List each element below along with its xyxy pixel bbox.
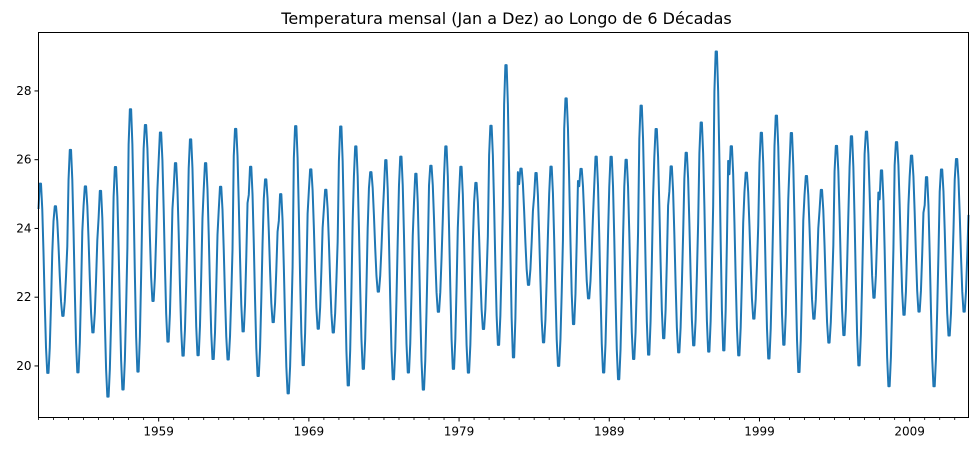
y-tick-label: 26 xyxy=(16,153,31,167)
x-axis: 1959 1969 1979 1989 1999 2009 xyxy=(38,417,956,439)
x-tick-label: 2009 xyxy=(894,425,925,439)
x-tick-label: 1969 xyxy=(294,425,325,439)
x-tick-label: 1959 xyxy=(143,425,174,439)
y-tick-label: 28 xyxy=(16,84,31,98)
x-tick-label: 1979 xyxy=(444,425,475,439)
x-tick-label: 1989 xyxy=(594,425,625,439)
x-tick-label: 1999 xyxy=(744,425,775,439)
chart-title: Temperatura mensal (Jan a Dez) ao Longo … xyxy=(280,9,731,28)
series-layer xyxy=(37,50,970,398)
y-tick-label: 20 xyxy=(16,359,31,373)
y-axis: 20 22 24 26 28 xyxy=(16,84,39,373)
series-line-0 xyxy=(37,50,970,398)
plot-frame xyxy=(38,32,969,418)
y-tick-label: 24 xyxy=(16,221,31,235)
y-tick-label: 22 xyxy=(16,290,31,304)
